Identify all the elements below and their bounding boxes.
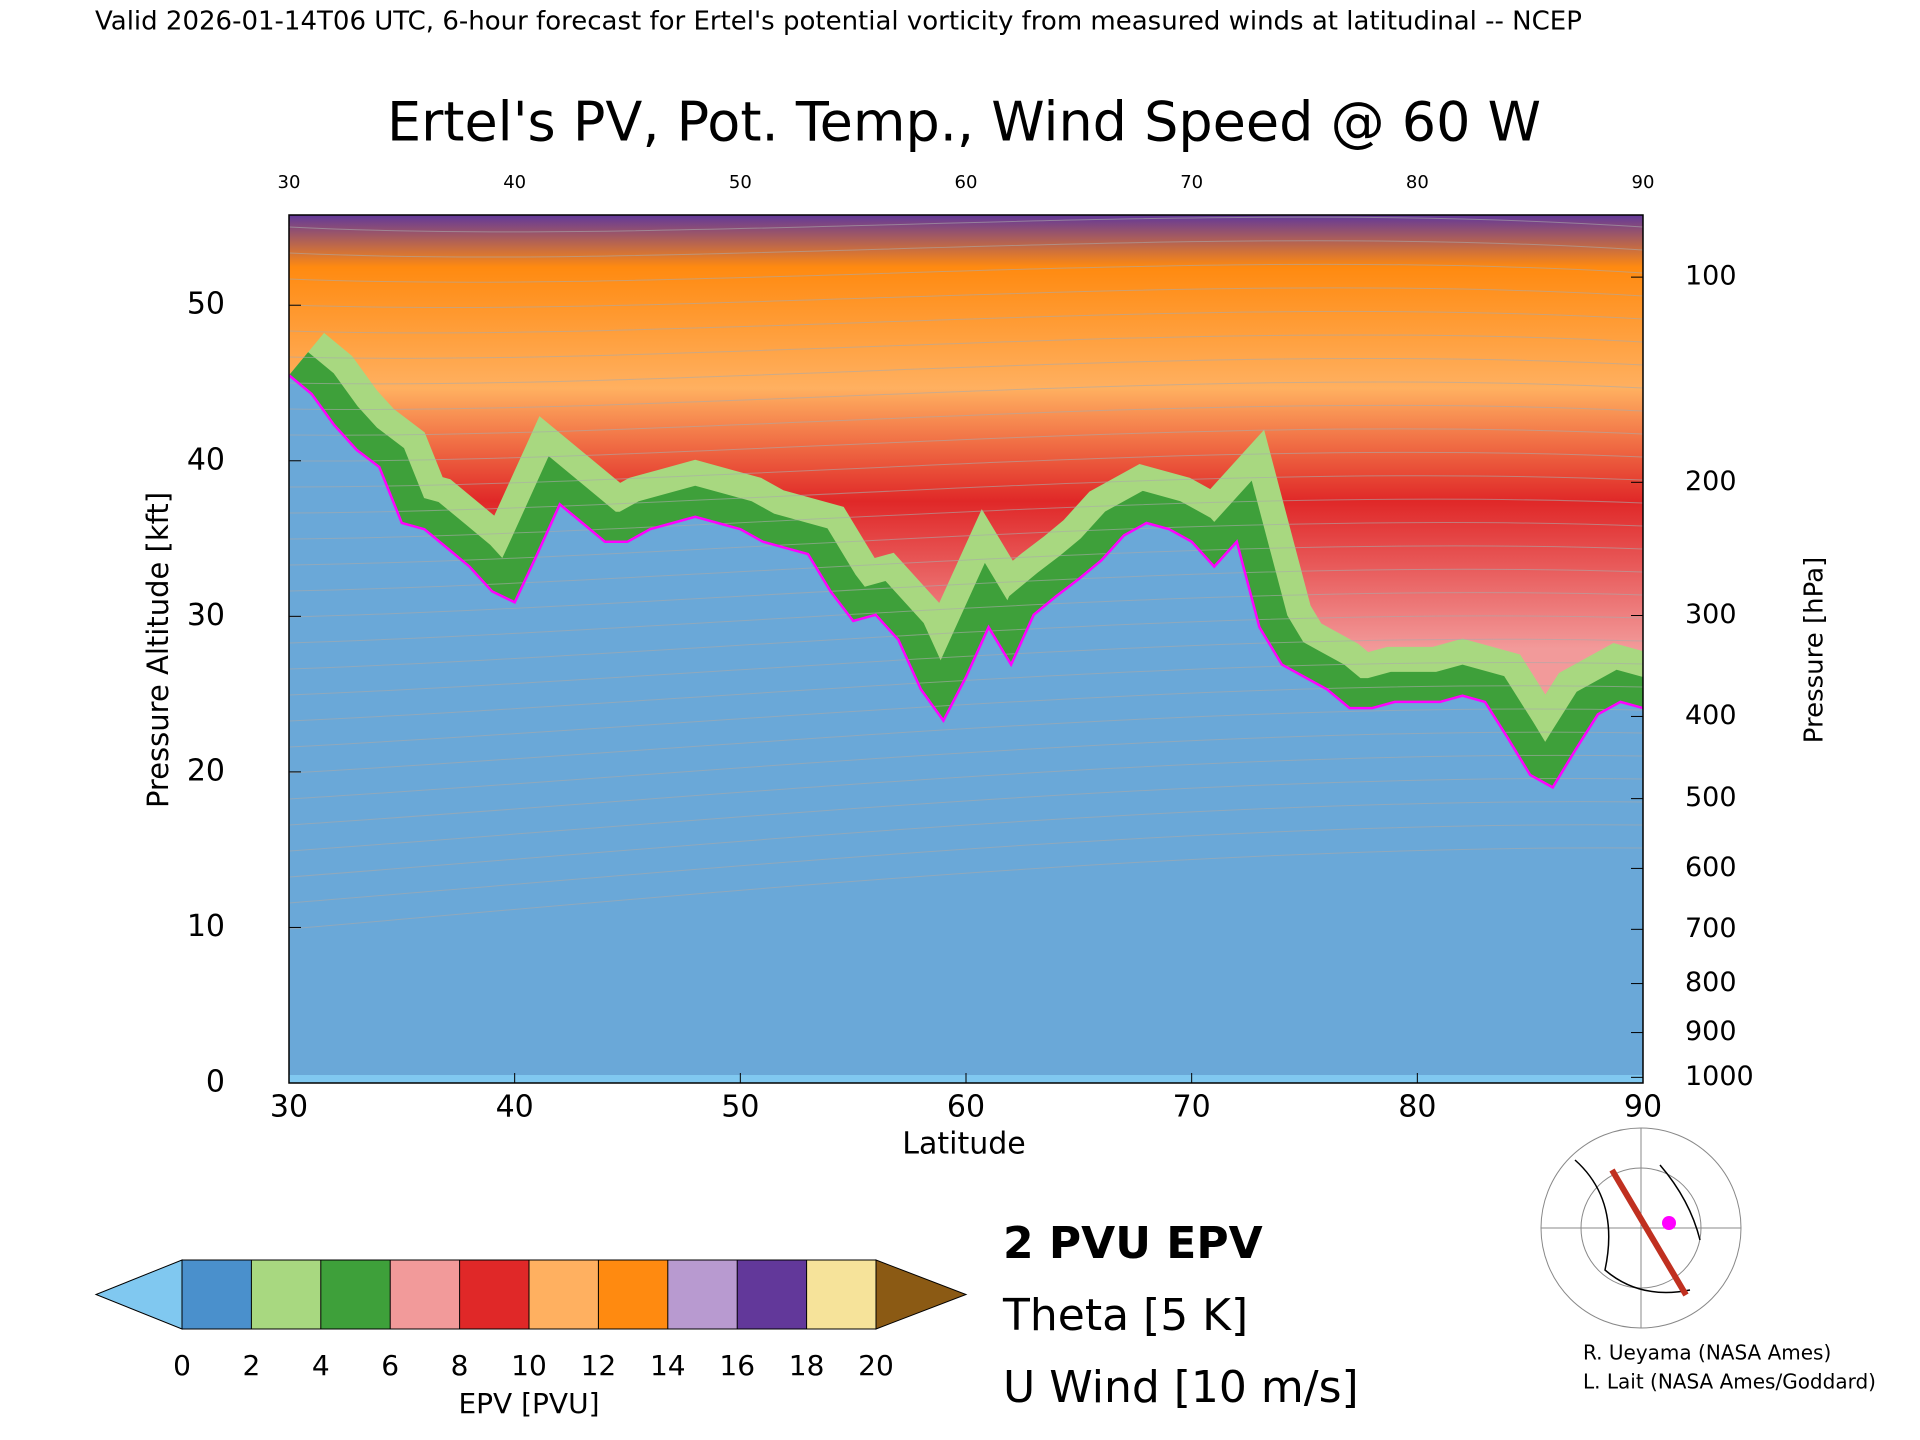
theta-contour	[289, 334, 1643, 359]
theta-contour	[289, 451, 1643, 488]
x-top-tick-label: 40	[503, 172, 526, 193]
header: Valid 2026-01-14T06 UTC, 6-hour forecast…	[95, 7, 1582, 37]
x-top-tick-label: 50	[729, 172, 752, 193]
theta-contour	[289, 263, 1643, 283]
y2-tick-label: 800	[1685, 967, 1737, 998]
y2-tick-label: 900	[1685, 1016, 1737, 1047]
colorbar-tick-label: 18	[789, 1349, 825, 1382]
colorbar-bin	[667, 1260, 738, 1329]
x-top-tick-label: 70	[1180, 172, 1203, 193]
legend-entry: 2 PVU EPV	[1003, 1218, 1263, 1269]
y2-tick-label: 700	[1685, 913, 1737, 944]
theta-contour	[289, 847, 1643, 930]
field	[289, 215, 1643, 1083]
theta-contour	[289, 824, 1643, 904]
x-tick-label: 40	[496, 1090, 534, 1125]
colorbar-bin	[459, 1260, 529, 1329]
theta-contour	[289, 568, 1643, 618]
theta-contour	[289, 708, 1643, 774]
legend-entry: U Wind [10 m/s]	[1003, 1362, 1359, 1413]
x-tick-label: 60	[947, 1090, 985, 1125]
colorbar-bin	[320, 1260, 391, 1329]
y2-tick-label: 600	[1685, 852, 1737, 883]
theta-contour	[289, 381, 1643, 411]
theta-contour	[289, 545, 1643, 592]
theta-contour	[289, 310, 1643, 334]
y2-tick-label: 500	[1685, 782, 1737, 813]
theta-contour	[289, 685, 1643, 748]
colorbar-tick-label: 16	[719, 1349, 755, 1382]
y2-tick-label: 1000	[1685, 1061, 1754, 1092]
theta-contour	[289, 661, 1643, 722]
colorbar-tick-label: 10	[511, 1349, 547, 1382]
colorbar-bin	[182, 1260, 252, 1329]
x-tick-label: 50	[721, 1090, 759, 1125]
y-tick-label: 30	[187, 598, 225, 633]
theta-contour	[289, 778, 1643, 852]
colorbar-tick-label: 0	[173, 1349, 191, 1382]
theta-contour	[289, 498, 1643, 540]
colorbar-bin	[806, 1260, 876, 1329]
colorbar-under	[94, 1259, 183, 1330]
credit: L. Lait (NASA Ames/Goddard)	[1583, 1370, 1876, 1394]
theta-contour	[289, 615, 1643, 670]
theta-contour	[289, 731, 1643, 800]
x-tick-label: 80	[1398, 1090, 1436, 1125]
y2-tick-label: 400	[1685, 700, 1737, 731]
theta-contour	[289, 240, 1643, 258]
x-top-tick-label: 80	[1406, 172, 1429, 193]
pv-line	[289, 374, 1643, 790]
y-tick-label: 10	[187, 909, 225, 944]
theta-contour	[289, 754, 1643, 826]
colorbar-bin	[251, 1260, 321, 1329]
y2-tick-label: 300	[1685, 599, 1737, 630]
credit: R. Ueyama (NASA Ames)	[1583, 1341, 1831, 1365]
theta-contour	[289, 357, 1643, 385]
x-top-tick-label: 90	[1632, 172, 1655, 193]
y-tick-label: 50	[187, 287, 225, 322]
theta-contour	[289, 404, 1643, 436]
colorbar-bin	[390, 1260, 460, 1329]
x-tick-label: 90	[1624, 1090, 1662, 1125]
y-tick-label: 20	[187, 753, 225, 788]
theta-contour	[289, 287, 1643, 309]
y-tick-label: 40	[187, 442, 225, 477]
y2-tick-label: 100	[1685, 261, 1737, 292]
colorbar-tick-label: 20	[858, 1349, 894, 1382]
theta-contour	[289, 638, 1643, 696]
legend-entry: Theta [5 K]	[1002, 1290, 1248, 1341]
theta-contour	[289, 592, 1643, 644]
map-inset	[1540, 1127, 1742, 1329]
x-top-tick-label: 60	[955, 172, 978, 193]
colorbar-tick-label: 6	[381, 1349, 399, 1382]
x-tick-label: 70	[1173, 1090, 1211, 1125]
x-tick-label: 30	[270, 1090, 308, 1125]
theta-contour	[289, 522, 1643, 566]
colorbar-tick-label: 2	[242, 1349, 260, 1382]
colorbar-bin	[598, 1260, 668, 1329]
x-axis-label: Latitude	[902, 1127, 1025, 1162]
y-tick-label: 0	[206, 1065, 225, 1100]
theta-contour	[289, 428, 1643, 462]
colorbar-tick-label: 12	[581, 1349, 617, 1382]
colorbar-over	[875, 1259, 968, 1330]
x-top-tick-label: 30	[278, 172, 301, 193]
y-axis-label: Pressure Altitude [kft]	[141, 492, 175, 808]
y2-tick-label: 200	[1685, 466, 1737, 497]
colorbar-tick-label: 14	[650, 1349, 686, 1382]
colorbar-tick-label: 4	[312, 1349, 330, 1382]
colorbar-bin	[529, 1260, 599, 1329]
colorbar-label: EPV [PVU]	[458, 1387, 599, 1420]
chart-title: Ertel's PV, Pot. Temp., Wind Speed @ 60 …	[387, 91, 1541, 154]
colorbar-bin	[737, 1260, 807, 1329]
y2-axis-label: Pressure [hPa]	[1800, 557, 1830, 744]
colorbar-tick-label: 8	[451, 1349, 469, 1382]
theta-contour	[289, 216, 1643, 233]
theta-contour	[289, 475, 1643, 514]
theta-contour	[289, 801, 1643, 878]
